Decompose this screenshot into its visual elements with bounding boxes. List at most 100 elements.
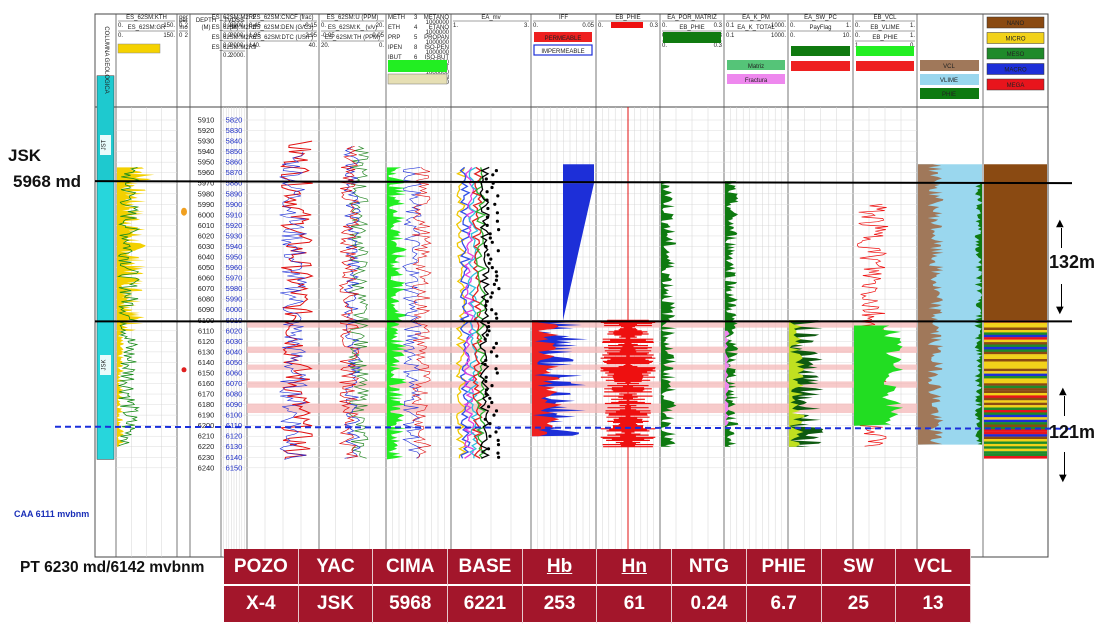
gas-point [495, 354, 499, 358]
iff-fill [600, 319, 656, 448]
tvd-tick-label: 6140 [226, 453, 243, 462]
tvd-tick-label: 6000 [226, 305, 243, 314]
gas-point [496, 451, 500, 455]
tvd-tick-label: 5960 [226, 263, 243, 272]
tvd-tick-label: 5920 [226, 221, 243, 230]
gas-curve [474, 167, 487, 459]
resistivity-curve [279, 140, 314, 460]
md-tick-label: 5990 [198, 200, 215, 209]
curve-name: ES_62SM:DTC (US/F) [253, 35, 313, 41]
md-tick-label: 6140 [198, 358, 215, 367]
pore-band [984, 434, 1047, 437]
gas-point [485, 299, 489, 303]
tvd-tick-label: 5940 [226, 242, 243, 251]
gas-point [496, 438, 500, 442]
pore-band [984, 424, 1047, 428]
gas-point [485, 223, 489, 227]
tvd-tick-label: 5980 [226, 284, 243, 293]
phie-vcl-legend-label: PHIE [942, 92, 956, 98]
tvd-tick-label: 5950 [226, 253, 243, 262]
formation-label-jst: JST [102, 139, 108, 150]
summary-table: POZO YAC CIMA BASE Hb Hn NTG PHIE SW VCL… [224, 549, 971, 624]
arrow-down-icon: ▼ [1056, 305, 1064, 316]
curve-max: 1. [846, 23, 851, 29]
gas-point [487, 329, 491, 333]
gas-point [497, 228, 501, 232]
phie-fracture-fill [725, 330, 730, 426]
gas-point [485, 190, 489, 194]
curve-max: 0.3 [714, 43, 723, 49]
pore-band [984, 400, 1047, 403]
caa-contact-label: CAA 6111 mvbnm [14, 509, 90, 519]
md-unit: (M) [202, 25, 211, 31]
tvd-tick-label: 5990 [226, 295, 243, 304]
pore-band [984, 385, 1047, 389]
curve-name: ES_62SM:M2R9 [212, 45, 257, 51]
gr-fill-swatch [117, 43, 161, 54]
pore-band [984, 410, 1047, 413]
pore-band [984, 429, 1047, 432]
curve-min: 0. [598, 23, 603, 29]
highlight-band [247, 346, 917, 353]
pore-legend-swatch [986, 47, 1045, 60]
spectral-fill-swatch [388, 60, 447, 72]
summary-value-phie: 6.7 [746, 586, 822, 624]
gas-curve-id: 4 [414, 25, 418, 31]
gas-curve [459, 166, 472, 459]
curve-max: 150. [163, 23, 175, 29]
pore-band [984, 448, 1047, 452]
tvd-tick-label: 6080 [226, 390, 243, 399]
neutron-curve [343, 146, 361, 459]
tvd-tick-label: 6090 [226, 400, 243, 409]
curve-name: ES_62SM:TH (PPM) [325, 35, 380, 41]
gas-point [494, 169, 498, 173]
pore-band [984, 349, 1047, 352]
total-depth-label: PT 6230 md/6142 mvbnm [20, 559, 205, 576]
curve-name: EB_VLIME [870, 25, 899, 31]
tvd-tick-label: 5840 [226, 137, 243, 146]
pore-legend-label: MACRO [1004, 68, 1027, 74]
mv-fill [563, 183, 594, 321]
pore-band [984, 330, 1047, 333]
curve-name: EA_mv [481, 15, 500, 21]
curve-name: EA_K_PM [742, 15, 770, 21]
md-tick-label: 6220 [198, 442, 215, 451]
tvd-tick-label: 5930 [226, 231, 243, 240]
gas-point [484, 303, 488, 308]
curve-name: EB_PHIE [615, 15, 640, 21]
curve-max: 2.95 [305, 33, 317, 39]
formation-label-box [100, 135, 111, 155]
curve-max: 2000. [230, 53, 245, 59]
md-tick-label: 5920 [198, 126, 215, 135]
tvd-tick-label: 5830 [226, 126, 243, 135]
pore-band [984, 371, 1047, 374]
summary-value-hn: 61 [597, 586, 673, 624]
sonic-curve [338, 145, 360, 459]
curve-min: 0. [118, 23, 123, 29]
gas-curve-name: METH [388, 15, 405, 21]
gas-point [492, 346, 496, 350]
upper-interval-arrow-lower [1061, 284, 1062, 308]
curve-min: 0. [321, 23, 326, 29]
fractura-legend-label: Fractura [745, 78, 768, 84]
md-tick-label: 6160 [198, 379, 215, 388]
tvd-tick-label: 5970 [226, 274, 243, 283]
vlime-legend-label: VLIME [940, 78, 958, 84]
summary-header-ntg: NTG [672, 549, 747, 586]
gas-point [483, 417, 487, 421]
pore-band [984, 376, 1047, 379]
pore-band [984, 378, 1047, 381]
gas-point [485, 198, 489, 202]
summary-value-ntg: 0.24 [672, 586, 747, 624]
impermeable-legend-label: IMPERMEABLE [541, 49, 584, 55]
tvd-tick-label: 6050 [226, 358, 243, 367]
gas-point [495, 316, 499, 320]
gas-point [489, 350, 493, 354]
curve-min: 0. [533, 23, 538, 29]
curve-max: 10. [843, 33, 852, 39]
curve-max: 2000. [230, 23, 245, 29]
md-tick-label: 6090 [198, 305, 215, 314]
gas-point [494, 367, 498, 371]
highlight-band [247, 364, 917, 370]
